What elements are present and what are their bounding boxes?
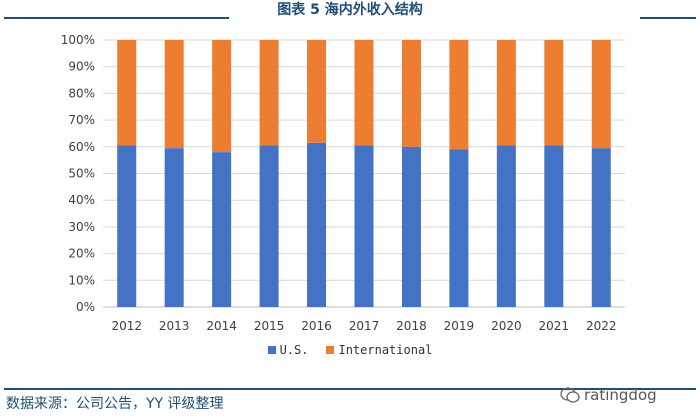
footer-rule [4, 388, 696, 390]
y-tick-label: 50% [68, 167, 95, 181]
watermark: ratingdog [560, 386, 657, 404]
y-tick-label: 40% [68, 193, 95, 207]
y-tick-label: 100% [61, 33, 95, 47]
x-tick-label: 2017 [349, 319, 380, 333]
bar-segment [307, 40, 327, 143]
legend-item: International [326, 343, 432, 357]
chart-title: 图表 5 海内外收入结构 [277, 2, 423, 18]
bar-segment [164, 40, 184, 149]
bar-segment [449, 149, 469, 307]
bar-segment [117, 145, 137, 307]
y-tick-label: 60% [68, 140, 95, 154]
bar-segment [591, 148, 611, 307]
x-tick-label: 2013 [159, 319, 190, 333]
y-tick-label: 80% [68, 86, 95, 100]
x-tick-label: 2022 [586, 319, 617, 333]
x-tick-label: 2012 [111, 319, 142, 333]
bar-segment [401, 40, 421, 147]
bar-segment [212, 40, 232, 153]
legend-label: International [338, 343, 433, 357]
bar-segment [496, 145, 516, 307]
legend-label: U.S. [279, 343, 309, 357]
header-rule-right [640, 17, 696, 19]
x-tick-label: 2016 [301, 319, 332, 333]
bar-segment [544, 145, 564, 307]
stacked-bar-chart: 0% 10% 20% 30% 40% 50% 60% 70% 80% 90% 100% 2012 201… [61, 33, 625, 333]
x-tick-label: 2019 [444, 319, 475, 333]
bar-segment [259, 40, 279, 146]
bar-segment [449, 40, 469, 150]
bar-segment [307, 142, 327, 307]
bar-segment [354, 145, 374, 307]
x-tick-label: 2020 [491, 319, 522, 333]
wechat-icon [560, 387, 580, 403]
bar-segment [354, 40, 374, 146]
y-tick-label: 0% [76, 300, 95, 314]
watermark-text: ratingdog [584, 386, 657, 404]
bar-segment [496, 40, 516, 146]
legend-swatch [267, 346, 276, 354]
bar-segment [117, 40, 137, 146]
y-tick-label: 70% [68, 113, 95, 127]
legend: U.S. International [0, 343, 700, 357]
x-tick-label: 2021 [539, 319, 570, 333]
x-tick-label: 2014 [206, 319, 237, 333]
bar-segment [164, 148, 184, 307]
y-tick-label: 20% [68, 247, 95, 261]
header-rule-left [4, 17, 229, 19]
bar-segment [259, 145, 279, 307]
x-tick-label: 2015 [254, 319, 285, 333]
bar-segment [212, 152, 232, 307]
x-tick-label: 2018 [396, 319, 427, 333]
legend-swatch [326, 346, 335, 354]
bar-segment [591, 40, 611, 149]
bar-segment [401, 146, 421, 307]
y-tick-label: 30% [68, 220, 95, 234]
y-tick-label: 90% [68, 60, 95, 74]
legend-item: U.S. [267, 343, 309, 357]
y-tick-label: 10% [68, 273, 95, 287]
source-note: 数据来源：公司公告，YY 评级整理 [6, 396, 224, 412]
bar-segment [544, 40, 564, 146]
